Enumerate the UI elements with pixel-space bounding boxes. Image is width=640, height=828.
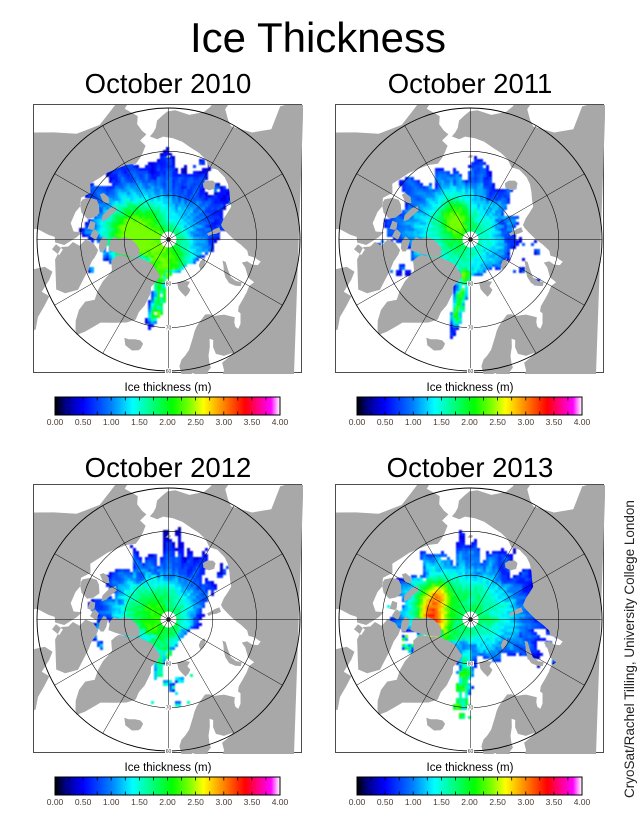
- svg-text:3.00: 3.00: [518, 417, 535, 427]
- svg-text:2.00: 2.00: [159, 797, 176, 807]
- svg-text:4.00: 4.00: [574, 417, 591, 427]
- svg-text:4.00: 4.00: [574, 797, 591, 807]
- svg-text:4.00: 4.00: [272, 797, 289, 807]
- svg-text:2.50: 2.50: [489, 417, 506, 427]
- svg-text:60: 60: [468, 369, 474, 374]
- svg-text:80: 80: [468, 282, 474, 288]
- svg-text:0.00: 0.00: [47, 417, 64, 427]
- svg-text:0.50: 0.50: [377, 797, 394, 807]
- svg-text:2.00: 2.00: [159, 417, 176, 427]
- svg-text:2.50: 2.50: [489, 797, 506, 807]
- svg-text:3.00: 3.00: [518, 797, 535, 807]
- svg-text:1.00: 1.00: [405, 417, 422, 427]
- svg-text:1.00: 1.00: [103, 417, 120, 427]
- svg-text:60: 60: [166, 369, 172, 374]
- svg-text:0.00: 0.00: [349, 417, 366, 427]
- svg-text:3.50: 3.50: [244, 797, 261, 807]
- svg-text:2.00: 2.00: [461, 417, 478, 427]
- svg-text:3.00: 3.00: [216, 417, 233, 427]
- svg-text:0.50: 0.50: [75, 797, 92, 807]
- svg-text:1.50: 1.50: [433, 417, 450, 427]
- svg-text:1.00: 1.00: [405, 797, 422, 807]
- svg-text:70: 70: [166, 326, 172, 332]
- svg-text:70: 70: [468, 326, 474, 332]
- svg-text:70: 70: [468, 706, 474, 712]
- svg-text:4.00: 4.00: [272, 417, 289, 427]
- svg-text:1.50: 1.50: [131, 417, 148, 427]
- svg-text:3.50: 3.50: [244, 417, 261, 427]
- svg-text:3.50: 3.50: [546, 417, 563, 427]
- svg-text:60: 60: [166, 749, 172, 754]
- svg-text:70: 70: [166, 706, 172, 712]
- svg-text:1.50: 1.50: [131, 797, 148, 807]
- svg-text:3.00: 3.00: [216, 797, 233, 807]
- svg-text:60: 60: [468, 749, 474, 754]
- svg-text:1.00: 1.00: [103, 797, 120, 807]
- svg-text:2.50: 2.50: [187, 797, 204, 807]
- svg-text:2.00: 2.00: [461, 797, 478, 807]
- svg-text:2.50: 2.50: [187, 417, 204, 427]
- svg-text:1.50: 1.50: [433, 797, 450, 807]
- svg-text:0.00: 0.00: [349, 797, 366, 807]
- svg-text:0.50: 0.50: [377, 417, 394, 427]
- svg-text:80: 80: [166, 662, 172, 668]
- svg-text:0.50: 0.50: [75, 417, 92, 427]
- svg-text:0.00: 0.00: [47, 797, 64, 807]
- svg-text:3.50: 3.50: [546, 797, 563, 807]
- svg-text:80: 80: [468, 662, 474, 668]
- svg-text:80: 80: [166, 282, 172, 288]
